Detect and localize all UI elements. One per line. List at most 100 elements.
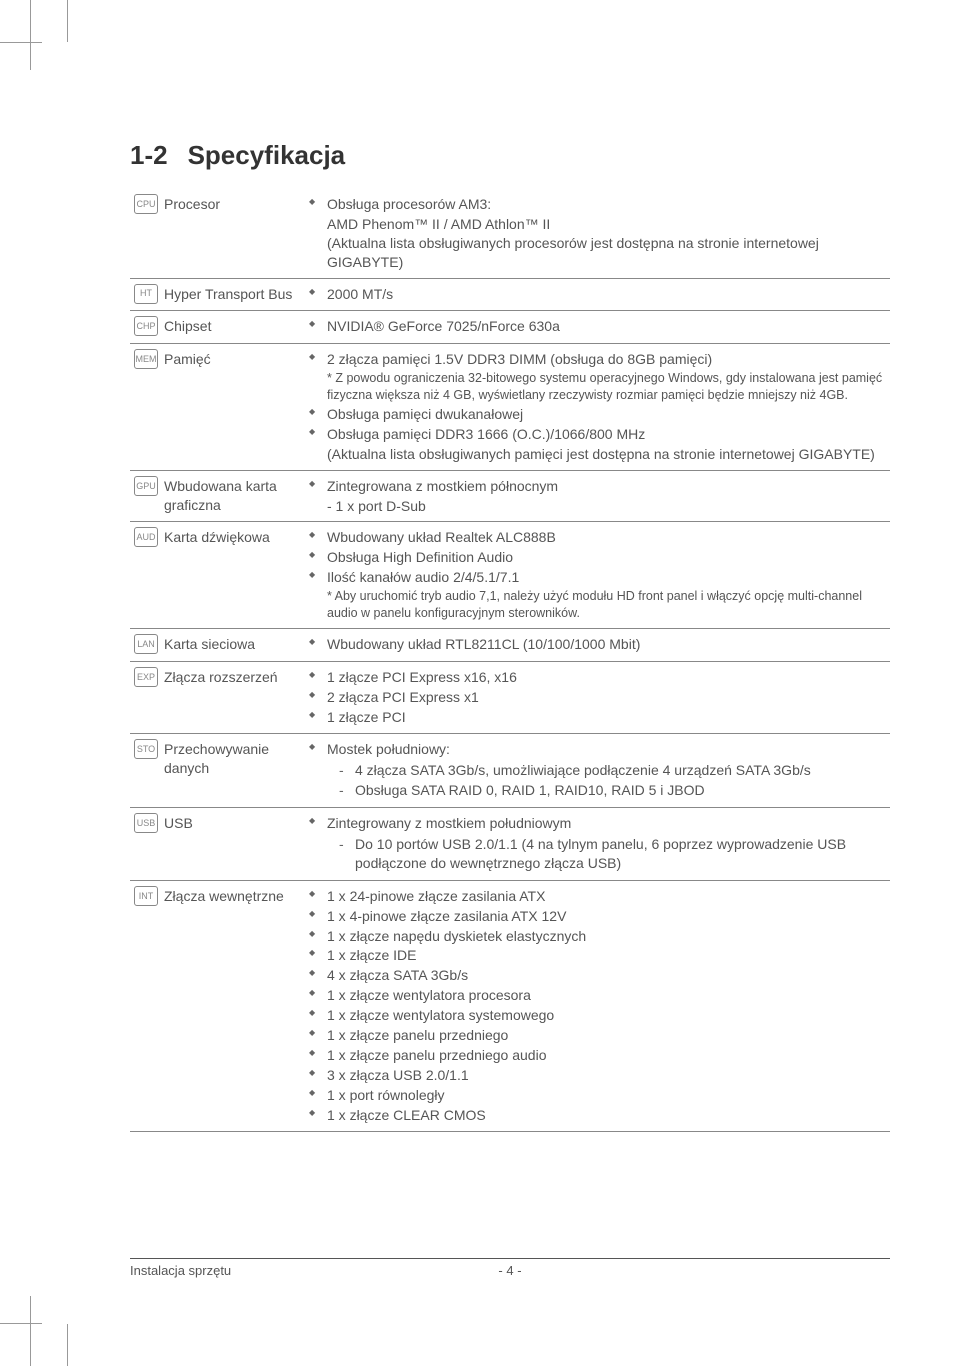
spec-item: 2 złącza pamięci 1.5V DDR3 DIMM (obsługa…	[309, 350, 886, 369]
spec-value-cell: Wbudowany układ RTL8211CL (10/100/1000 M…	[305, 628, 890, 661]
spec-item: 4 x złącza SATA 3Gb/s	[309, 966, 886, 985]
sto-icon: STO	[134, 739, 158, 759]
crop-mark	[0, 1323, 42, 1324]
spec-item: 1 x złącze IDE	[309, 946, 886, 965]
spec-item: Obsługa procesorów AM3:	[309, 195, 886, 214]
spec-row: GPUWbudowana karta graficznaZintegrowana…	[130, 470, 890, 522]
chp-icon: CHP	[134, 316, 158, 336]
spec-list: 1 x 24-pinowe złącze zasilania ATX 1 x 4-…	[309, 887, 886, 1125]
crop-mark	[30, 0, 31, 70]
spec-value-cell: Wbudowany układ Realtek ALC888B Obsługa H…	[305, 522, 890, 628]
spec-item-text: 1 x port równoległy	[327, 1087, 445, 1103]
spec-item: 1 x złącze panelu przedniego audio	[309, 1046, 886, 1065]
spec-label: Karta dźwiękowa	[164, 527, 270, 547]
page-content: 1-2Specyfikacja CPUProcesorObsługa proce…	[130, 140, 890, 1132]
spec-label-cell: CHPChipset	[130, 311, 305, 344]
gpu-icon: GPU	[134, 476, 158, 496]
spec-item: Mostek południowy:4 złącza SATA 3Gb/s, u…	[309, 740, 886, 800]
spec-label-cell: INT Złącza wewnętrzne	[130, 880, 305, 1132]
spec-label-cell: HTHyper Transport Bus	[130, 278, 305, 311]
footer-page-number: - 4 -	[383, 1263, 636, 1278]
spec-label-cell: EXP Złącza rozszerzeń	[130, 661, 305, 734]
int-icon: INT	[134, 886, 158, 906]
ht-icon: HT	[134, 284, 158, 304]
aud-icon: AUD	[134, 527, 158, 547]
footer-right	[637, 1263, 890, 1278]
spec-item: 1 x złącze panelu przedniego	[309, 1026, 886, 1045]
spec-row: HTHyper Transport Bus2000 MT/s	[130, 278, 890, 311]
exp-icon: EXP	[134, 667, 158, 687]
spec-row: INT Złącza wewnętrzne 1 x 24-pinowe złącze…	[130, 880, 890, 1132]
spec-label-cell: GPU Wbudowana karta graficzna	[130, 470, 305, 522]
spec-item: Obsługa pamięci DDR3 1666 (O.C.)/1066/80…	[309, 425, 886, 444]
spec-subitem: Obsługa SATA RAID 0, RAID 1, RAID10, RAI…	[327, 781, 886, 800]
spec-list: Zintegrowany z mostkiem południowymDo 10…	[309, 814, 886, 873]
spec-label: Złącza rozszerzeń	[164, 667, 278, 687]
spec-item: 1 złącze PCI Express x16, x16	[309, 668, 886, 687]
spec-item: 1 x port równoległy	[309, 1086, 886, 1105]
spec-item: 1 x 24-pinowe złącze zasilania ATX	[309, 887, 886, 906]
spec-item: 2000 MT/s	[309, 285, 886, 304]
spec-aux: - 1 x port D-Sub	[309, 497, 886, 516]
usb-icon: USB	[134, 813, 158, 833]
spec-list: Mostek południowy:4 złącza SATA 3Gb/s, u…	[309, 740, 886, 800]
spec-item-text: 1 x złącze panelu przedniego audio	[327, 1047, 547, 1063]
spec-item: 1 x złącze wentylatora procesora	[309, 986, 886, 1005]
spec-item: Obsługa High Definition Audio	[309, 548, 886, 567]
spec-item: Ilość kanałów audio 2/4/5.1/7.1	[309, 568, 886, 587]
spec-label-cell: MEMPamięć	[130, 344, 305, 470]
spec-item: 1 x złącze wentylatora systemowego	[309, 1006, 886, 1025]
spec-value-cell: Obsługa procesorów AM3:AMD Phenom™ II / …	[305, 189, 890, 278]
spec-label: USB	[164, 813, 193, 833]
spec-table: CPUProcesorObsługa procesorów AM3:AMD Ph…	[130, 189, 890, 1132]
spec-item-text: 1 x złącze CLEAR CMOS	[327, 1107, 486, 1123]
spec-item: 1 x złącze napędu dyskietek elastycznych	[309, 927, 886, 946]
spec-item: 1 x złącze CLEAR CMOS	[309, 1106, 886, 1125]
section-heading: 1-2Specyfikacja	[130, 140, 890, 171]
spec-item-text: 1 x 24-pinowe złącze zasilania ATX	[327, 888, 545, 904]
spec-value-cell: Zintegrowany z mostkiem południowymDo 10…	[305, 808, 890, 881]
lan-icon: LAN	[134, 634, 158, 654]
spec-item-text: 2 złącza PCI Express x1	[327, 689, 479, 705]
spec-list: Zintegrowana z mostkiem północnym - 1 x p…	[309, 477, 886, 516]
spec-label-cell: CPUProcesor	[130, 189, 305, 278]
spec-item-text: Obsługa High Definition Audio	[327, 549, 513, 565]
spec-label: Procesor	[164, 194, 220, 214]
spec-row: CHPChipsetNVIDIA® GeForce 7025/nForce 63…	[130, 311, 890, 344]
spec-item-text: Wbudowany układ RTL8211CL (10/100/1000 M…	[327, 636, 640, 652]
mem-icon: MEM	[134, 349, 158, 369]
spec-item-text: Ilość kanałów audio 2/4/5.1/7.1	[327, 569, 519, 585]
spec-value-cell: NVIDIA® GeForce 7025/nForce 630a	[305, 311, 890, 344]
spec-list: NVIDIA® GeForce 7025/nForce 630a	[309, 317, 886, 336]
section-number: 1-2	[130, 140, 168, 170]
spec-item-text: Zintegrowana z mostkiem północnym	[327, 478, 558, 494]
spec-item-text: Obsługa pamięci DDR3 1666 (O.C.)/1066/80…	[327, 426, 645, 442]
footer-left: Instalacja sprzętu	[130, 1263, 383, 1278]
spec-item: Zintegrowany z mostkiem południowymDo 10…	[309, 814, 886, 873]
spec-value-cell: 1 złącze PCI Express x16, x16 2 złącza PC…	[305, 661, 890, 734]
spec-item-text: 1 x złącze wentylatora systemowego	[327, 1007, 554, 1023]
spec-row: USB USB Zintegrowany z mostkiem południowy…	[130, 808, 890, 881]
spec-item: Wbudowany układ RTL8211CL (10/100/1000 M…	[309, 635, 886, 654]
spec-aux: (Aktualna lista obsługiwanych pamięci je…	[309, 445, 886, 464]
footer-rule	[130, 1258, 890, 1259]
spec-label-cell: STO Przechowywanie danych	[130, 734, 305, 808]
spec-item-text: Wbudowany układ Realtek ALC888B	[327, 529, 556, 545]
spec-label: Wbudowana karta graficzna	[164, 476, 301, 515]
spec-list: Obsługa procesorów AM3:AMD Phenom™ II / …	[309, 195, 886, 272]
spec-item: 2 złącza PCI Express x1	[309, 688, 886, 707]
spec-value-cell: Zintegrowana z mostkiem północnym - 1 x p…	[305, 470, 890, 522]
spec-item-text: 1 x złącze panelu przedniego	[327, 1027, 508, 1043]
spec-label-cell: USB USB	[130, 808, 305, 881]
spec-item-text: 1 x 4-pinowe złącze zasilania ATX 12V	[327, 908, 566, 924]
spec-note: * Z powodu ograniczenia 32-bitowego syst…	[309, 370, 886, 404]
spec-item-text: Obsługa pamięci dwukanałowej	[327, 406, 523, 422]
spec-label: Przechowywanie danych	[164, 739, 301, 778]
spec-item-text: 2 złącza pamięci 1.5V DDR3 DIMM (obsługa…	[327, 351, 712, 367]
spec-label: Złącza wewnętrzne	[164, 886, 284, 906]
spec-list: Wbudowany układ RTL8211CL (10/100/1000 M…	[309, 635, 886, 654]
spec-list: Wbudowany układ Realtek ALC888B Obsługa H…	[309, 528, 886, 621]
spec-value-cell: 2000 MT/s	[305, 278, 890, 311]
spec-row: AUD Karta dźwiękowa Wbudowany układ Realte…	[130, 522, 890, 628]
spec-item-text: 1 złącze PCI	[327, 709, 406, 725]
